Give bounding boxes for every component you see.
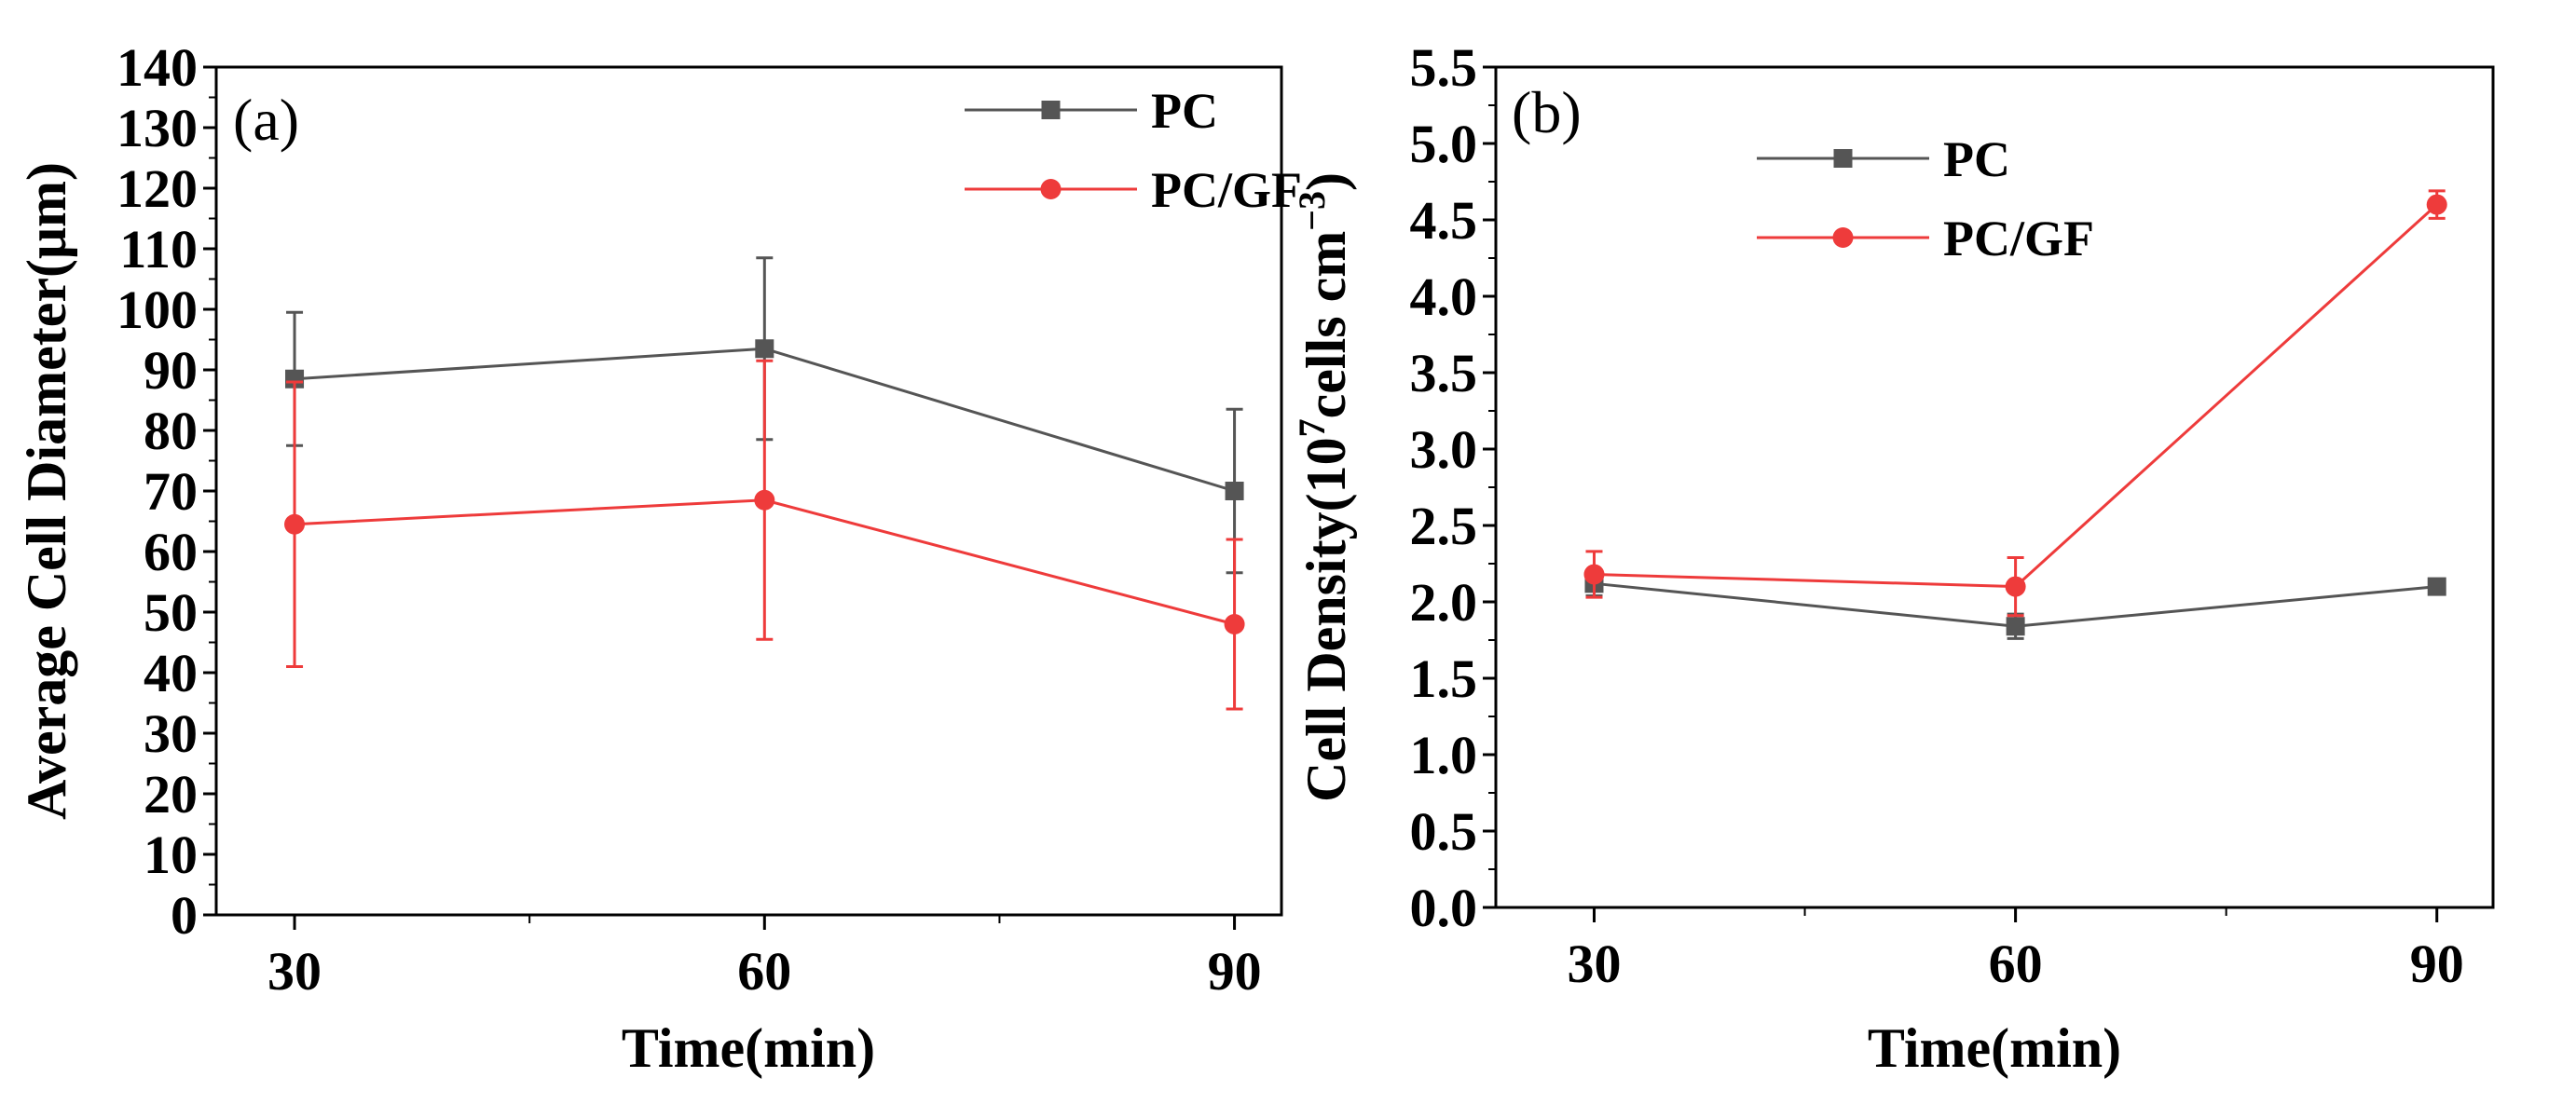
y-tick-label: 10 (144, 825, 198, 885)
y-tick-label: 100 (116, 280, 198, 340)
y-tick-label: 70 (144, 461, 198, 522)
y-tick-label: 2.0 (1410, 572, 1478, 633)
data-point-square (2006, 617, 2025, 636)
y-axis-title-b-exp1: 7 (1291, 418, 1333, 437)
y-tick-label: 110 (119, 219, 198, 280)
data-point-circle (2005, 576, 2026, 597)
legend-marker-circle (1040, 179, 1062, 199)
y-tick-label: 2.5 (1410, 496, 1478, 556)
y-tick-label: 5.5 (1410, 37, 1478, 98)
y-tick-label: 120 (116, 158, 198, 219)
data-point-circle (1583, 564, 1605, 585)
data-point-square (2427, 577, 2446, 596)
data-point-circle (2426, 194, 2447, 215)
legend-label: PC (1151, 83, 1218, 139)
plot-frame-a (214, 65, 1283, 917)
y-axis-title-b: Cell Density(107cells cm−3) (1291, 172, 1357, 802)
legend-marker-square (1833, 149, 1853, 168)
y-tick-label: 0.5 (1410, 801, 1478, 862)
x-tick-label: 90 (1208, 941, 1262, 1002)
legend-label: PC/GF (1151, 162, 1302, 218)
y-tick-label: 50 (144, 582, 198, 643)
y-tick-label: 30 (144, 703, 198, 764)
x-tick-label: 60 (1989, 934, 2043, 994)
x-tick-label: 30 (1567, 934, 1621, 994)
y-tick-label: 60 (144, 522, 198, 582)
y-axis-title-b-main: Cell Density(10 (1295, 437, 1357, 802)
legend-marker-square (1041, 101, 1061, 119)
x-tick-label: 60 (737, 941, 791, 1002)
y-axis-title-b-end: ) (1295, 172, 1357, 191)
y-tick-label: 20 (144, 764, 198, 825)
y-tick-label: 3.0 (1410, 419, 1478, 480)
y-tick-label: 0 (171, 885, 198, 946)
y-tick-label: 5.0 (1410, 114, 1478, 174)
series-layer-b (1583, 189, 2447, 640)
panel-label-b: (b) (1512, 79, 1582, 145)
y-axis-title-a: Average Cell Diameter(μm) (16, 162, 77, 820)
data-point-circle (1224, 614, 1245, 634)
legend-label: PC/GF (1943, 211, 2094, 266)
x-tick-label: 30 (267, 941, 322, 1002)
legend-marker-circle (1832, 227, 1854, 248)
y-tick-label: 0.0 (1410, 878, 1478, 938)
y-tick-label: 3.5 (1410, 343, 1478, 403)
y-tick-label: 4.5 (1410, 190, 1478, 251)
y-tick-label: 90 (144, 340, 198, 401)
data-point-square (285, 369, 305, 389)
chart-b: 0.0 0.5 1.0 1.5 2.0 2.5 3.0 3.5 4.0 4.5 5.0 5.5 30 60… (1291, 37, 2495, 1079)
y-tick-label: 1.0 (1410, 725, 1478, 785)
panel-label-a: (a) (233, 87, 299, 153)
data-point-square (755, 339, 774, 359)
legend-a: PC PC/GF (965, 83, 1302, 218)
data-point-circle (284, 513, 306, 535)
legend-label: PC (1943, 131, 2010, 187)
plot-frame-b (1494, 65, 2495, 909)
y-tick-label: 140 (116, 37, 198, 98)
y-tick-label: 80 (144, 401, 198, 461)
y-axis-title-b-exp2: −3 (1291, 191, 1333, 231)
x-tick-label: 90 (2410, 934, 2464, 994)
y-tick-label: 4.0 (1410, 266, 1478, 327)
y-axis-title-b-mid: cells cm (1295, 231, 1357, 419)
x-axis-title-a: Time(min) (622, 1017, 875, 1079)
data-point-square (1225, 482, 1244, 500)
axes-b: 0.0 0.5 1.0 1.5 2.0 2.5 3.0 3.5 4.0 4.5 5.0 5.5 30 60… (1410, 37, 2464, 994)
y-tick-label: 40 (144, 643, 198, 703)
y-tick-label: 1.5 (1410, 648, 1478, 709)
x-axis-title-b: Time(min) (1868, 1017, 2121, 1079)
legend-b: PC PC/GF (1757, 131, 2094, 266)
series-layer-a (284, 256, 1245, 711)
y-tick-label: 130 (116, 98, 198, 158)
data-point-circle (754, 489, 775, 511)
